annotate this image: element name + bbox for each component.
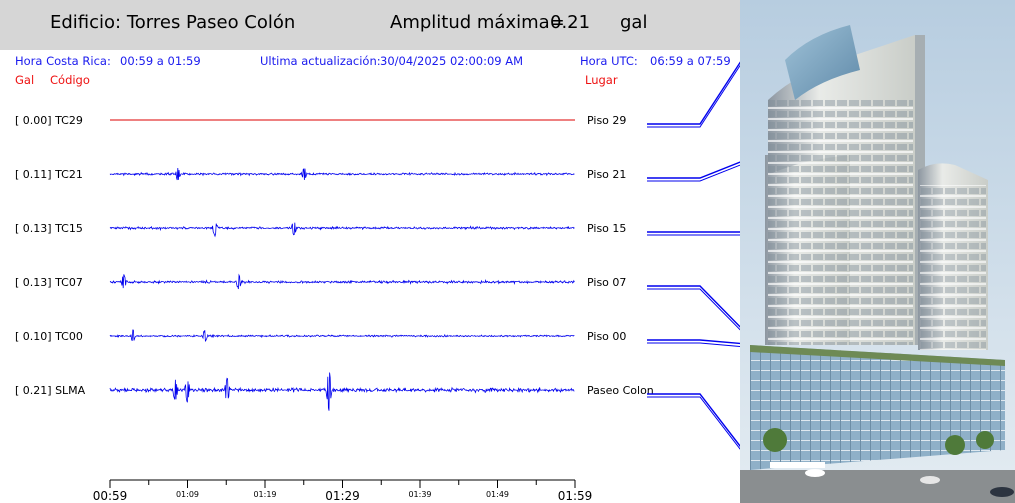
location-label: Piso 07 (587, 276, 627, 289)
channel-label: [ 0.10] TC00 (15, 330, 83, 343)
column-gal: Gal (15, 73, 35, 87)
connector-line (647, 393, 740, 448)
time-tick-label: 01:49 (486, 490, 509, 499)
connector-line (647, 396, 740, 450)
connector-line (647, 285, 740, 328)
local-time-label: Hora Costa Rica: (15, 54, 111, 68)
seismograph-plot: 00:59 01:09 01:19 01:29 01:39 01:49 01:59 (93, 61, 740, 503)
amplitude-value: 0.21 (550, 12, 591, 33)
channel-label: [ 0.00] TC29 (15, 114, 83, 127)
connector-line (647, 164, 740, 182)
trace-tc00 (109, 329, 575, 342)
header-bar (0, 0, 740, 50)
time-tick-label: 00:59 (93, 489, 128, 503)
location-label: Piso 15 (587, 222, 627, 235)
connector-line (647, 288, 740, 331)
last-update-value: 30/04/2025 02:00:09 AM (380, 54, 524, 68)
building-image (740, 0, 1015, 503)
trace-tc07 (109, 273, 575, 290)
column-place: Lugar (585, 73, 618, 87)
column-code: Código (50, 73, 90, 87)
channel-label: [ 0.13] TC07 (15, 276, 83, 289)
time-tick-label: 01:19 (253, 490, 276, 499)
trace-slma (109, 372, 575, 411)
location-label: Paseo Colon (587, 384, 654, 397)
channel-label: [ 0.11] TC21 (15, 168, 83, 181)
connector-line (647, 61, 740, 125)
channel-label: [ 0.13] TC15 (15, 222, 83, 235)
time-tick-label: 01:29 (325, 489, 360, 503)
location-label: Piso 00 (587, 330, 627, 343)
time-tick-label: 01:39 (408, 490, 431, 499)
building-title: Edificio: Torres Paseo Colón (50, 12, 296, 33)
channel-label: [ 0.21] SLMA (15, 384, 86, 397)
last-update-label: Ultima actualización: (260, 54, 381, 68)
time-tick-label: 01:59 (558, 489, 593, 503)
trace-tc15 (109, 222, 575, 238)
trace-tc21 (109, 167, 575, 181)
amplitude-label: Amplitud máxima= (390, 12, 565, 33)
connector-line (647, 342, 740, 347)
connector-line (647, 161, 740, 179)
location-label: Piso 21 (587, 168, 627, 181)
utc-time-label: Hora UTC: (580, 54, 638, 68)
location-label: Piso 29 (587, 114, 627, 127)
amplitude-unit: gal (620, 12, 648, 33)
connector-line (647, 339, 740, 345)
connector-line (647, 64, 740, 128)
utc-time-range: 06:59 a 07:59 (650, 54, 731, 68)
local-time-range: 00:59 a 01:59 (120, 54, 201, 68)
time-tick-label: 01:09 (176, 490, 199, 499)
